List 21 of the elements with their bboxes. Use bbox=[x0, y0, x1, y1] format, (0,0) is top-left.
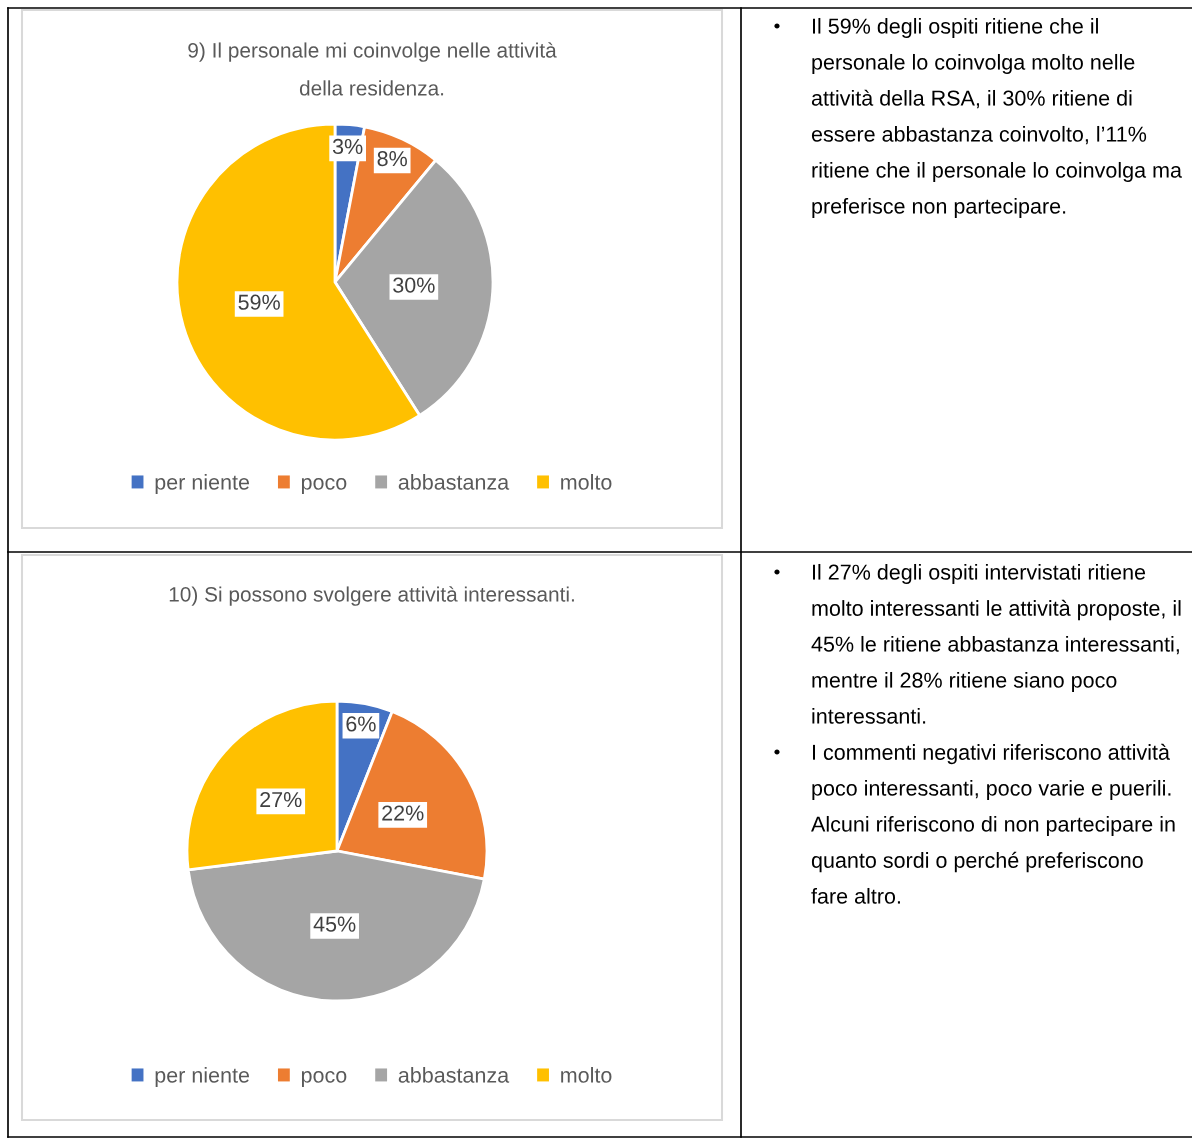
legend-label: molto bbox=[561, 473, 612, 490]
legend-label: abbastanza bbox=[398, 1066, 510, 1083]
legend-label: molto bbox=[561, 1066, 612, 1083]
data-label: 27% bbox=[260, 791, 302, 808]
data-label: 59% bbox=[238, 294, 280, 310]
text: Il 59% degli ospiti ritiene che il personale lo coinvolga molto nelle attività della RSA, il 30% ritiene di essere abbastanza coinvolto, l’11% ritiene che il personale lo coinvolga ma preferisce non partecipare. bbox=[811, 17, 1182, 219]
legend-label: per niente bbox=[155, 1066, 250, 1088]
data-label: 22% bbox=[382, 805, 424, 821]
legend-label: abbastanza bbox=[398, 473, 510, 490]
data-label: 6% bbox=[346, 716, 376, 732]
data-label: 30% bbox=[393, 277, 435, 293]
data-label: 8% bbox=[377, 151, 407, 167]
data-label: 45% bbox=[313, 916, 356, 932]
text: I commenti negativi riferiscono attività poco interessanti, poco varie e puerili. Alcuni riferiscono di non partecipare in quanto sordi o perché preferiscono fare altro. bbox=[811, 743, 1175, 904]
legend-label: poco bbox=[301, 477, 347, 495]
chart-title: 9) Il personale mi coinvolge nelle attività della residenza. bbox=[188, 42, 557, 96]
data-label: 3% bbox=[332, 138, 363, 155]
text: Il 27% degli ospiti intervistati ritiene molto interessanti le attività proposte, il 45% le ritiene abbastanza interessanti, mentre il 28% ritiene siano poco interessanti. bbox=[811, 563, 1181, 724]
legend-label: per niente bbox=[155, 473, 250, 495]
chart-title: 10) Si possono svolgere attività interessanti. bbox=[169, 586, 574, 606]
legend-label: poco bbox=[301, 1070, 347, 1088]
